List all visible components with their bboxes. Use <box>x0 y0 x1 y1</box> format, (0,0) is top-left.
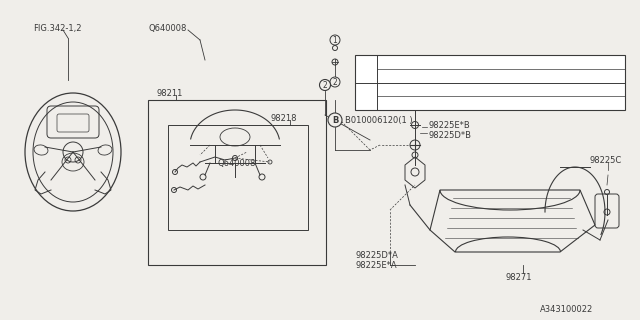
Circle shape <box>380 99 387 106</box>
Text: Q560007<9606-      >: Q560007<9606- > <box>380 70 468 79</box>
Text: Q586015: Q586015 <box>375 68 413 76</box>
Circle shape <box>361 64 371 74</box>
Text: 98211: 98211 <box>156 89 182 98</box>
Text: 1: 1 <box>333 36 337 44</box>
Text: 98271: 98271 <box>505 274 531 283</box>
Circle shape <box>330 77 340 87</box>
Text: Q586015: Q586015 <box>575 93 613 102</box>
Text: 98225D*B: 98225D*B <box>428 131 471 140</box>
Text: S: S <box>381 100 385 105</box>
Text: S045305120 <     -9605>: S045305120 < -9605> <box>380 85 482 94</box>
Text: M010007 <      -9605>: M010007 < -9605> <box>380 57 471 66</box>
Text: S: S <box>381 87 385 92</box>
Circle shape <box>319 79 330 91</box>
Text: Q640008: Q640008 <box>217 158 255 167</box>
Text: 1: 1 <box>364 64 369 73</box>
Circle shape <box>361 91 371 101</box>
Circle shape <box>328 113 342 127</box>
Text: 98218: 98218 <box>270 114 296 123</box>
Text: 2: 2 <box>323 81 328 90</box>
Text: A343100022: A343100022 <box>540 306 593 315</box>
Text: B010006120(1 ): B010006120(1 ) <box>345 116 413 124</box>
Text: B: B <box>332 116 338 124</box>
Text: FIG.342-1,2: FIG.342-1,2 <box>33 23 81 33</box>
Circle shape <box>330 35 340 45</box>
Text: 2: 2 <box>333 77 337 86</box>
Bar <box>168 125 308 230</box>
Text: 98225E*A: 98225E*A <box>355 260 397 269</box>
Text: 98225D*A: 98225D*A <box>355 251 398 260</box>
Text: 98225C: 98225C <box>590 156 622 164</box>
Text: 98225E*B: 98225E*B <box>428 121 470 130</box>
Bar <box>148 100 326 265</box>
Text: Q640008: Q640008 <box>148 23 186 33</box>
Bar <box>355 55 625 110</box>
Text: 2: 2 <box>364 92 369 101</box>
Text: S045005140 <9606-     >: S045005140 <9606- > <box>380 98 482 107</box>
Circle shape <box>380 86 387 93</box>
